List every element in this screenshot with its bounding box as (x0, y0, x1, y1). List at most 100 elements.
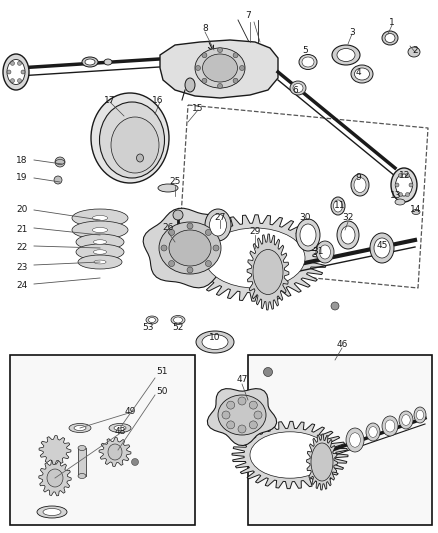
Ellipse shape (381, 416, 397, 436)
Text: 9: 9 (354, 174, 360, 182)
Circle shape (226, 421, 234, 429)
Ellipse shape (368, 426, 376, 438)
Ellipse shape (7, 60, 25, 85)
Ellipse shape (315, 241, 333, 263)
Circle shape (187, 223, 193, 229)
Ellipse shape (173, 317, 182, 323)
Ellipse shape (92, 228, 107, 232)
Ellipse shape (349, 433, 360, 447)
Ellipse shape (99, 102, 164, 178)
Ellipse shape (205, 228, 304, 288)
Ellipse shape (78, 473, 86, 479)
Ellipse shape (146, 316, 158, 324)
Ellipse shape (395, 174, 412, 196)
Ellipse shape (381, 31, 397, 45)
Circle shape (201, 78, 206, 83)
Circle shape (405, 173, 409, 177)
Polygon shape (39, 460, 71, 496)
Circle shape (398, 192, 402, 197)
Ellipse shape (209, 214, 226, 236)
Circle shape (7, 70, 11, 74)
Ellipse shape (398, 411, 412, 429)
Ellipse shape (331, 45, 359, 65)
Circle shape (239, 66, 244, 70)
Text: 22: 22 (16, 244, 28, 253)
Ellipse shape (109, 424, 131, 432)
Circle shape (394, 183, 398, 187)
Text: 3: 3 (348, 28, 354, 36)
Ellipse shape (384, 420, 394, 432)
Circle shape (187, 267, 193, 273)
Ellipse shape (104, 59, 112, 65)
Ellipse shape (390, 168, 416, 202)
Bar (247, 355, 431, 525)
Circle shape (263, 367, 272, 376)
Circle shape (11, 61, 14, 66)
Ellipse shape (353, 177, 365, 192)
Ellipse shape (413, 407, 425, 423)
Polygon shape (99, 438, 131, 466)
Polygon shape (247, 234, 288, 310)
Circle shape (195, 66, 200, 70)
Text: 27: 27 (214, 214, 225, 222)
Ellipse shape (47, 469, 63, 487)
Circle shape (131, 458, 138, 465)
Text: 31: 31 (311, 247, 323, 256)
Text: 46: 46 (336, 341, 347, 350)
Ellipse shape (136, 154, 143, 162)
Polygon shape (306, 434, 337, 490)
Ellipse shape (350, 174, 368, 196)
Circle shape (212, 245, 219, 251)
Circle shape (233, 53, 237, 58)
Text: 18: 18 (16, 156, 28, 165)
Ellipse shape (333, 200, 342, 212)
Circle shape (233, 78, 237, 83)
Text: 51: 51 (156, 367, 167, 376)
Circle shape (54, 176, 62, 184)
Ellipse shape (148, 318, 155, 322)
Ellipse shape (218, 395, 265, 435)
Ellipse shape (350, 65, 372, 83)
Text: 23: 23 (16, 263, 28, 272)
Ellipse shape (292, 84, 302, 93)
Text: 8: 8 (201, 23, 208, 33)
Text: 7: 7 (244, 11, 250, 20)
Ellipse shape (345, 428, 363, 452)
Circle shape (330, 302, 338, 310)
Ellipse shape (290, 81, 305, 95)
Ellipse shape (365, 423, 379, 441)
Circle shape (398, 173, 402, 177)
Ellipse shape (82, 57, 98, 67)
Circle shape (222, 411, 230, 419)
Ellipse shape (205, 209, 230, 241)
Ellipse shape (416, 410, 423, 420)
Text: 2: 2 (411, 45, 417, 54)
Circle shape (217, 47, 222, 52)
Ellipse shape (78, 446, 86, 450)
Ellipse shape (202, 54, 237, 82)
Text: 47: 47 (236, 376, 247, 384)
Text: 20: 20 (16, 206, 28, 214)
Text: 50: 50 (156, 387, 167, 397)
Polygon shape (231, 422, 347, 489)
Circle shape (55, 157, 65, 167)
Bar (10, 355, 194, 525)
Circle shape (18, 79, 21, 83)
Text: 32: 32 (342, 214, 353, 222)
Bar (78, 448, 86, 476)
Ellipse shape (354, 68, 369, 80)
Circle shape (249, 421, 257, 429)
Ellipse shape (301, 57, 313, 67)
Text: 12: 12 (399, 171, 410, 180)
Ellipse shape (76, 234, 124, 250)
Text: 6: 6 (291, 85, 297, 94)
Ellipse shape (407, 47, 419, 57)
Circle shape (11, 79, 14, 83)
Text: 48: 48 (114, 427, 125, 437)
Text: 10: 10 (209, 334, 220, 343)
Ellipse shape (201, 335, 227, 350)
Ellipse shape (158, 184, 177, 192)
Ellipse shape (169, 230, 211, 266)
Circle shape (205, 261, 211, 266)
Polygon shape (207, 389, 276, 446)
